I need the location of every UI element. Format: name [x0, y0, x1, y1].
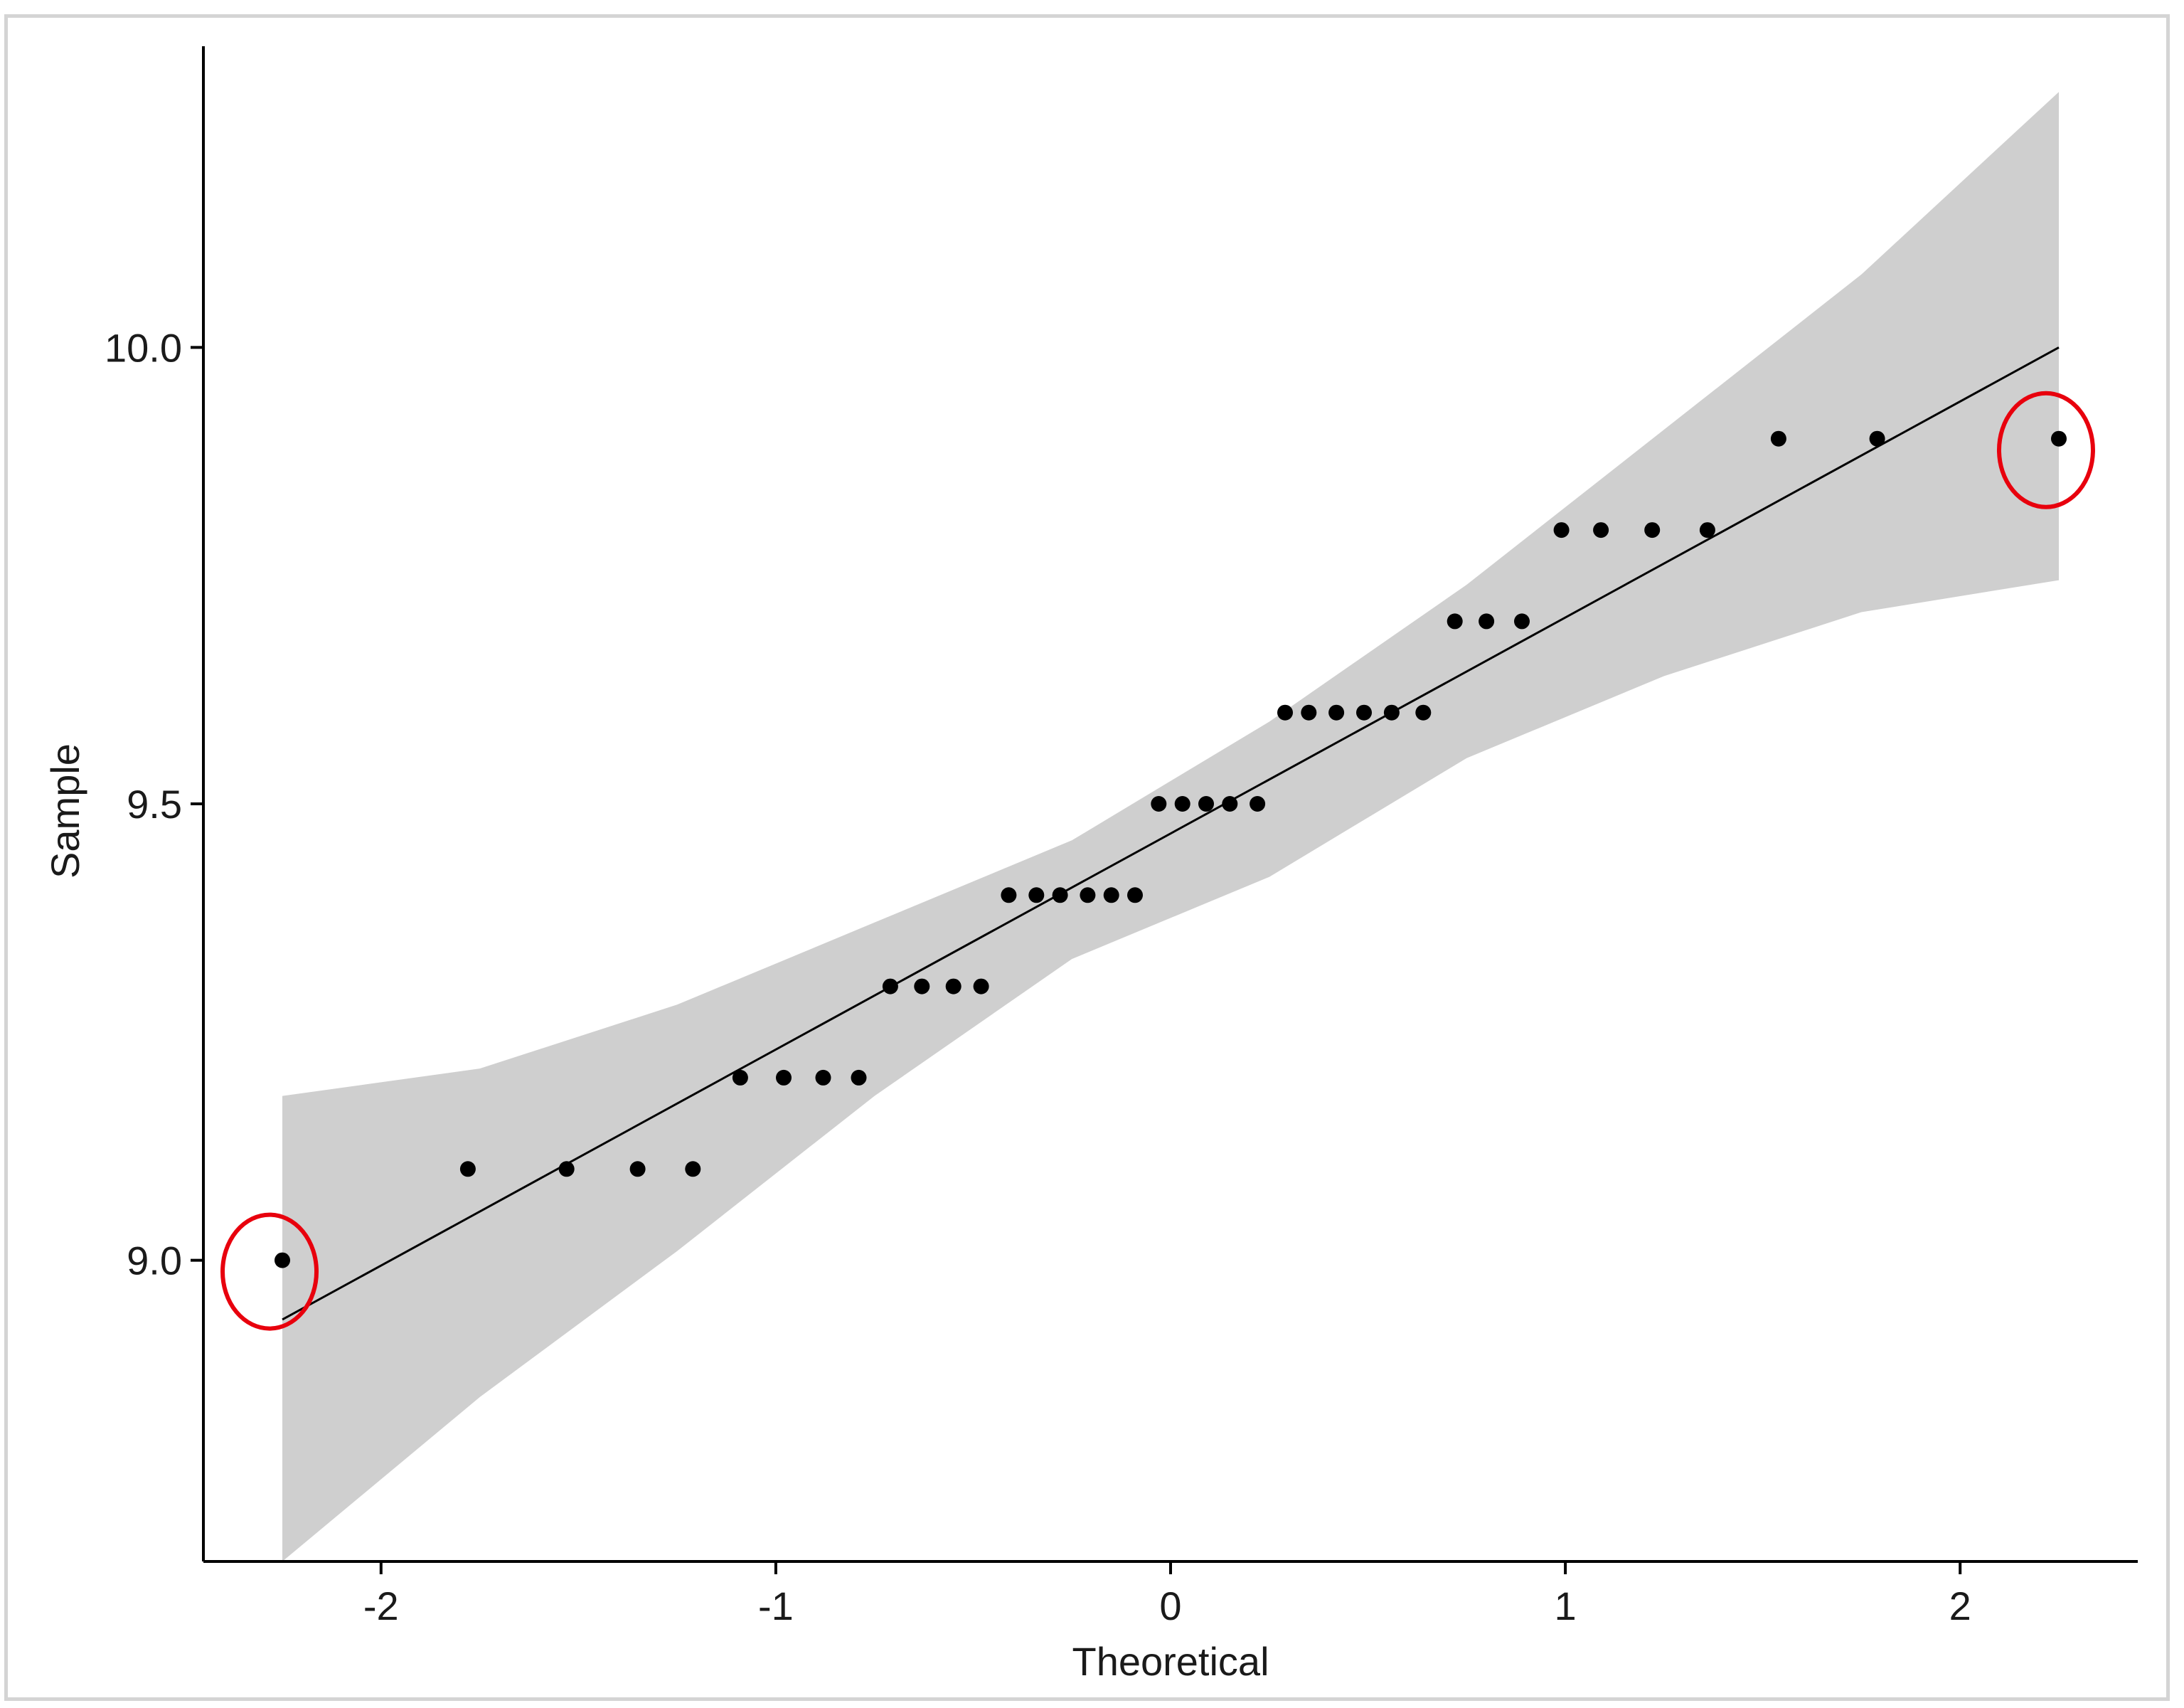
data-point: [914, 978, 930, 994]
chart-frame: -2 -1 0 1 2 9.0 9.5 10.0 Theoretical Sample: [4, 14, 2170, 1701]
data-point: [2051, 430, 2067, 447]
data-point: [1080, 887, 1096, 903]
y-axis-label: Sample: [43, 743, 87, 879]
confidence-band-layer: [282, 92, 2059, 1562]
reference-line: [282, 346, 2060, 1321]
outlier-highlight-ellipse: [220, 1212, 319, 1331]
data-point: [1222, 796, 1238, 812]
data-point: [1250, 796, 1266, 812]
data-point: [275, 1252, 290, 1268]
data-point: [1052, 887, 1068, 903]
data-point: [558, 1161, 575, 1177]
x-tick-label: 1: [1555, 1584, 1577, 1628]
x-tick-label: -2: [363, 1584, 399, 1628]
outlier-highlight-ellipse: [1996, 391, 2095, 509]
data-point: [1644, 522, 1661, 539]
data-point: [1301, 704, 1317, 721]
ticks-layer: -2 -1 0 1 2 9.0 9.5 10.0: [105, 325, 1971, 1628]
data-point: [1328, 704, 1345, 721]
data-point: [1151, 796, 1167, 812]
x-tick-label: 0: [1159, 1584, 1181, 1628]
reference-line-layer: [282, 346, 2060, 1321]
data-point: [685, 1161, 701, 1177]
data-point: [1127, 887, 1143, 903]
y-tick-label: 10.0: [105, 325, 182, 370]
data-point: [973, 978, 989, 994]
data-point: [1415, 704, 1432, 721]
data-point: [1770, 430, 1786, 447]
data-point: [1028, 887, 1045, 903]
data-point: [1174, 796, 1190, 812]
y-tick-label: 9.5: [127, 782, 182, 827]
x-axis-label: Theoretical: [1072, 1639, 1269, 1684]
confidence-band: [282, 92, 2059, 1562]
data-point: [1514, 613, 1530, 630]
data-point: [459, 1161, 476, 1177]
data-point: [1479, 613, 1495, 630]
x-tick-label: -1: [758, 1584, 794, 1628]
data-point: [851, 1069, 867, 1086]
data-point: [1869, 430, 1885, 447]
data-point: [1447, 613, 1463, 630]
data-point: [882, 978, 898, 994]
x-tick-label: 2: [1949, 1584, 1971, 1628]
data-point: [1699, 522, 1715, 539]
data-point: [945, 978, 962, 994]
data-point: [815, 1069, 831, 1086]
data-point: [629, 1161, 646, 1177]
data-point: [1593, 522, 1609, 539]
data-point: [1356, 704, 1372, 721]
data-point: [1383, 704, 1400, 721]
data-point: [1001, 887, 1017, 903]
data-point: [1277, 704, 1293, 721]
qq-plot: -2 -1 0 1 2 9.0 9.5 10.0 Theoretical Sample: [43, 46, 2138, 1684]
highlight-ellipses-layer: [220, 391, 2095, 1331]
data-point: [1553, 522, 1570, 539]
data-point: [1198, 796, 1214, 812]
data-point: [1103, 887, 1119, 903]
data-points-layer: [275, 430, 2067, 1268]
data-point: [732, 1069, 748, 1086]
data-point: [776, 1069, 792, 1086]
y-tick-label: 9.0: [127, 1238, 182, 1283]
